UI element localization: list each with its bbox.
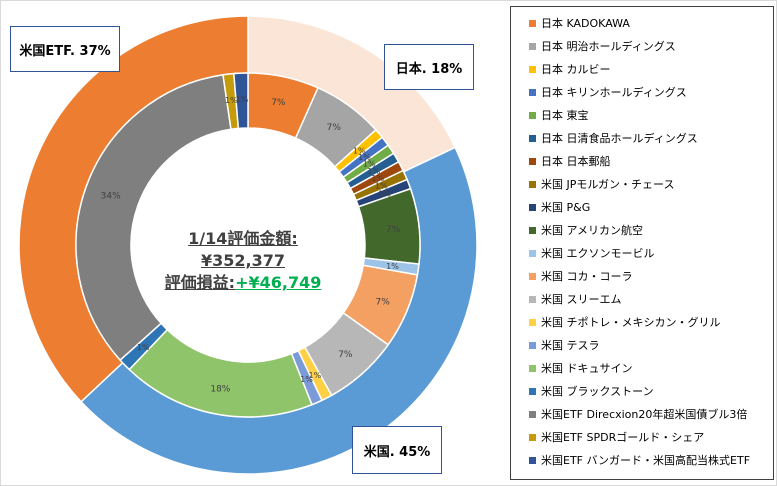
legend-item: 日本 日本郵船 bbox=[529, 153, 611, 169]
legend-label: 日本 KADOKAWA bbox=[541, 17, 630, 30]
legend-swatch bbox=[529, 88, 536, 96]
legend-swatch bbox=[529, 456, 536, 464]
legend-label: 日本 カルビー bbox=[541, 63, 611, 76]
legend-swatch bbox=[529, 249, 536, 257]
callout-us-etf-text: 米国ETF. 37% bbox=[19, 43, 111, 59]
inner-label-10: 1% bbox=[386, 262, 399, 271]
legend-swatch bbox=[529, 318, 536, 326]
inner-label-1: 7% bbox=[327, 123, 342, 133]
legend-item: 米国 テスラ bbox=[529, 337, 600, 353]
legend-swatch bbox=[529, 111, 536, 119]
inner-label-8: 1% bbox=[378, 189, 391, 198]
legend-label: 米国 アメリカン航空 bbox=[541, 224, 643, 237]
inner-ring bbox=[75, 72, 421, 418]
inner-label-9: 7% bbox=[386, 225, 401, 235]
legend-swatch bbox=[529, 387, 536, 395]
legend-swatch bbox=[529, 433, 536, 441]
legend-swatch bbox=[529, 364, 536, 372]
legend-item: 米国 JPモルガン・チェース bbox=[529, 176, 675, 192]
legend-item: 米国 ブラックストーン bbox=[529, 383, 654, 399]
callout-us-text: 米国. 45% bbox=[363, 444, 431, 460]
legend-swatch bbox=[529, 65, 536, 73]
inner-label-3: 1% bbox=[358, 153, 371, 162]
legend-item: 日本 カルビー bbox=[529, 61, 611, 77]
inner-ring-labels: 7%7%1%1%1%1%1%1%1%7%1%7%7%1%1%18%1%34%1%… bbox=[101, 95, 401, 394]
inner-slice-17 bbox=[75, 73, 232, 362]
legend-swatch bbox=[529, 180, 536, 188]
legend-label: 米国 ドキュサイン bbox=[541, 362, 633, 375]
legend-item: 米国ETF Direcxion20年超米国債ブル3倍 bbox=[529, 406, 747, 422]
legend-label: 米国 チポトレ・メキシカン・グリル bbox=[541, 316, 721, 329]
legend-item: 日本 東宝 bbox=[529, 107, 589, 123]
callout-us: 米国. 45% bbox=[352, 426, 442, 474]
inner-label-15: 18% bbox=[210, 384, 230, 394]
legend-label: 米国 エクソンモービル bbox=[541, 247, 655, 260]
legend-label: 米国ETF SPDRゴールド・シェア bbox=[541, 431, 705, 444]
legend-swatch bbox=[529, 134, 536, 142]
inner-label-2: 1% bbox=[353, 146, 366, 155]
total-value-label: 1/14評価金額: ¥352,377 bbox=[188, 229, 298, 270]
legend-label: 米国 テスラ bbox=[541, 339, 600, 352]
center-summary: 1/14評価金額: ¥352,377 評価損益:+¥46,749 bbox=[148, 228, 338, 294]
inner-label-4: 1% bbox=[363, 160, 376, 169]
callout-japan: 日本. 18% bbox=[384, 44, 474, 90]
legend-swatch bbox=[529, 157, 536, 165]
donut-chart: 7%7%1%1%1%1%1%1%1%7%1%7%7%1%1%18%1%34%1%… bbox=[18, 15, 478, 475]
legend-item: 米国 スリーエム bbox=[529, 291, 622, 307]
legend-item: 米国 エクソンモービル bbox=[529, 245, 655, 261]
legend-item: 日本 日清食品ホールディングス bbox=[529, 130, 698, 146]
legend: 日本 KADOKAWA 日本 明治ホールディングス 日本 カルビー日本 キリンホール… bbox=[510, 6, 774, 480]
legend-item: 米国 アメリカン航空 bbox=[529, 222, 643, 238]
callout-us-etf: 米国ETF. 37% bbox=[10, 26, 120, 72]
legend-item: 米国ETF バンガード・米国高配当株式ETF bbox=[529, 452, 750, 468]
legend-label: 米国 コカ・コーラ bbox=[541, 270, 633, 283]
legend-swatch bbox=[529, 42, 536, 50]
legend-item: 米国 P&G bbox=[529, 199, 590, 215]
legend-label: 米国 P&G bbox=[541, 201, 591, 214]
legend-swatch bbox=[529, 272, 536, 280]
profit-loss-label: 評価損益: bbox=[164, 273, 236, 292]
inner-label-13: 1% bbox=[309, 371, 322, 380]
legend-swatch bbox=[529, 19, 536, 27]
legend-label: 日本 日本郵船 bbox=[541, 155, 611, 168]
legend-item: 日本 キリンホールディングス bbox=[529, 84, 687, 100]
legend-item: 米国 チポトレ・メキシカン・グリル bbox=[529, 314, 721, 330]
legend-label: 日本 明治ホールディングス bbox=[541, 40, 676, 53]
profit-loss-value: +¥46,749 bbox=[235, 273, 322, 292]
legend-label: 日本 キリンホールディングス bbox=[541, 86, 687, 99]
callout-japan-text: 日本. 18% bbox=[395, 61, 463, 77]
inner-label-17: 34% bbox=[101, 192, 121, 202]
legend-label: 米国ETF Direcxion20年超米国債ブル3倍 bbox=[541, 408, 748, 421]
legend-label: 米国 スリーエム bbox=[541, 293, 622, 306]
legend-item: 米国 コカ・コーラ bbox=[529, 268, 633, 284]
inner-slice-19 bbox=[233, 72, 249, 130]
legend-item: 日本 KADOKAWA bbox=[529, 15, 630, 31]
legend-swatch bbox=[529, 341, 536, 349]
inner-label-18: 1% bbox=[225, 96, 238, 105]
legend-swatch bbox=[529, 295, 536, 303]
legend-label: 日本 日清食品ホールディングス bbox=[541, 132, 698, 145]
inner-label-14: 1% bbox=[300, 375, 313, 384]
inner-label-6: 1% bbox=[371, 174, 384, 183]
legend-swatch bbox=[529, 226, 536, 234]
legend-item: 米国 ドキュサイン bbox=[529, 360, 633, 376]
inner-label-16: 1% bbox=[137, 343, 150, 352]
inner-label-12: 7% bbox=[338, 350, 353, 360]
inner-label-5: 1% bbox=[367, 167, 380, 176]
legend-label: 米国 ブラックストーン bbox=[541, 385, 654, 398]
legend-swatch bbox=[529, 203, 536, 211]
legend-label: 米国 JPモルガン・チェース bbox=[541, 178, 675, 191]
legend-label: 米国ETF バンガード・米国高配当株式ETF bbox=[541, 454, 751, 467]
legend-item: 日本 明治ホールディングス bbox=[529, 38, 676, 54]
legend-item: 米国ETF SPDRゴールド・シェア bbox=[529, 429, 704, 445]
legend-label: 日本 東宝 bbox=[541, 109, 589, 122]
legend-swatch bbox=[529, 410, 536, 418]
inner-label-11: 7% bbox=[376, 297, 391, 307]
inner-label-0: 7% bbox=[271, 98, 286, 108]
inner-label-19: 1% bbox=[236, 95, 249, 104]
inner-label-7: 1% bbox=[375, 182, 388, 191]
